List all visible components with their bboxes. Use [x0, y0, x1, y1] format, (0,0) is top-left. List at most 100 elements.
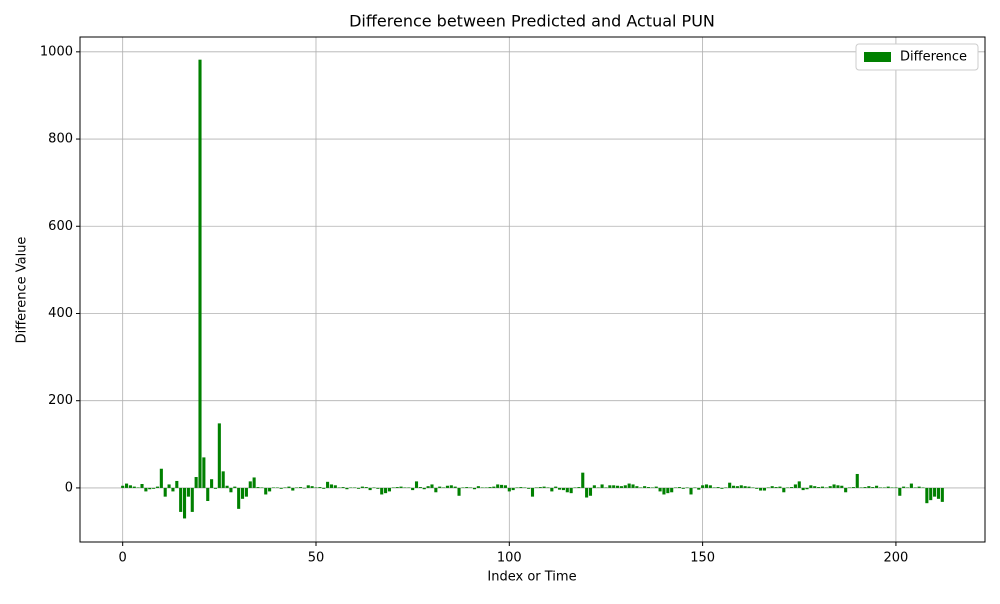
bar — [898, 487, 902, 496]
bar — [356, 487, 361, 489]
bar — [813, 486, 817, 488]
bar — [894, 487, 898, 488]
bar — [461, 487, 465, 488]
bar — [476, 486, 480, 488]
bar — [755, 487, 759, 489]
bar — [936, 487, 940, 499]
bar — [438, 486, 442, 488]
bar — [550, 487, 554, 492]
bar — [237, 487, 241, 509]
bar — [913, 487, 917, 488]
bar — [728, 482, 732, 488]
bar — [623, 485, 627, 488]
bar — [144, 487, 148, 492]
bar — [917, 486, 921, 488]
bar — [395, 487, 399, 488]
bar — [496, 484, 500, 488]
bar — [465, 487, 469, 488]
bar — [751, 487, 755, 488]
x-tick-label: 200 — [884, 551, 909, 566]
bar — [720, 487, 724, 489]
bar — [766, 487, 770, 488]
bar — [411, 487, 415, 491]
bar — [616, 485, 620, 488]
bar — [264, 487, 268, 495]
bar — [279, 487, 283, 489]
bar — [588, 487, 593, 496]
bar — [472, 487, 477, 490]
bar — [820, 486, 825, 488]
bar — [349, 487, 353, 488]
bar — [569, 487, 573, 494]
bar — [762, 487, 767, 491]
bar — [735, 486, 739, 488]
bar — [859, 487, 863, 488]
bar — [291, 487, 295, 491]
bar — [639, 487, 643, 488]
bar — [229, 487, 233, 493]
bar — [627, 483, 631, 488]
bar — [175, 480, 179, 488]
y-tick-label: 800 — [48, 132, 73, 147]
bar — [921, 487, 925, 488]
bar — [140, 483, 144, 488]
bar — [306, 485, 310, 488]
bar — [882, 487, 886, 488]
bar — [190, 487, 194, 512]
bar — [186, 487, 190, 497]
bar — [654, 486, 658, 488]
bar — [619, 486, 623, 488]
bar — [789, 487, 794, 488]
bar — [828, 486, 832, 488]
bar — [527, 487, 531, 489]
bar — [414, 481, 419, 488]
bar — [376, 487, 380, 489]
bar — [403, 487, 407, 488]
bar — [724, 487, 728, 488]
bar — [298, 487, 303, 488]
y-tick-label: 600 — [48, 219, 73, 234]
bar — [658, 487, 662, 492]
bar — [666, 487, 670, 494]
bar — [453, 486, 457, 488]
bar — [372, 487, 376, 488]
bar — [840, 485, 844, 488]
bar — [322, 487, 326, 489]
legend-label: Difference — [900, 50, 967, 65]
bar — [240, 487, 245, 499]
bar — [546, 487, 550, 488]
bar — [635, 486, 639, 488]
bar — [530, 487, 535, 497]
bar — [488, 487, 492, 488]
bar — [933, 487, 937, 497]
bar — [252, 477, 256, 488]
x-axis-label: Index or Time — [487, 570, 576, 585]
bar — [612, 485, 616, 488]
y-tick-label: 200 — [48, 393, 73, 408]
bar — [360, 486, 364, 488]
bar — [314, 487, 318, 488]
bar — [194, 477, 198, 488]
bar — [925, 487, 929, 504]
bar — [662, 487, 666, 495]
bar — [163, 487, 167, 497]
bar — [364, 487, 368, 488]
bar — [685, 487, 689, 488]
bar — [716, 487, 720, 488]
bar — [333, 485, 337, 488]
bar — [596, 487, 600, 488]
bar — [341, 487, 345, 488]
bar — [670, 487, 674, 493]
bar — [797, 481, 801, 488]
bar — [302, 487, 306, 489]
bar — [867, 486, 871, 488]
bar — [337, 487, 341, 488]
bar — [430, 484, 434, 488]
bar — [759, 487, 763, 491]
bar — [244, 487, 248, 497]
bar — [271, 487, 276, 488]
bar — [434, 487, 438, 493]
bar — [125, 483, 129, 488]
bar — [863, 487, 867, 488]
